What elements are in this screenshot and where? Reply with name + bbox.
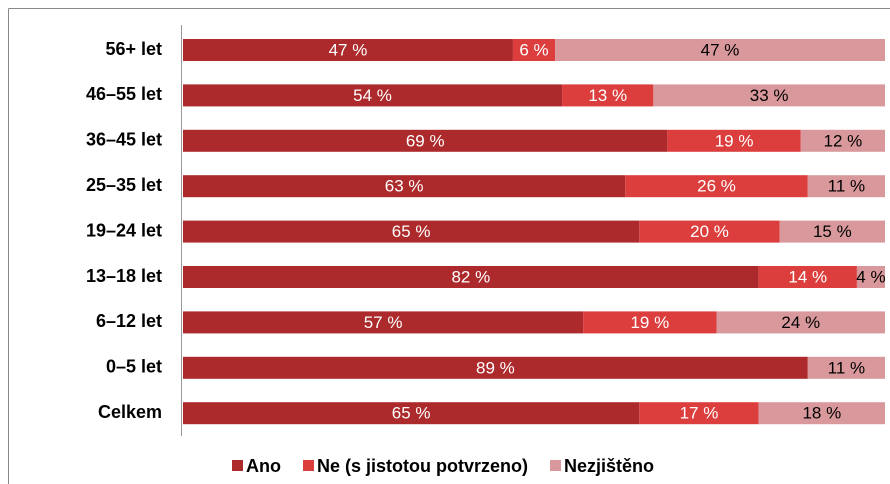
bar-segment <box>807 175 885 198</box>
legend-label: Ano <box>246 456 281 476</box>
data-label: 54 % <box>353 86 392 105</box>
data-label: 17 % <box>680 404 719 423</box>
bar-segment <box>758 402 885 425</box>
data-label: 26 % <box>697 177 736 196</box>
bar-segment <box>183 356 808 379</box>
y-tick-label: 25–35 let <box>86 175 162 195</box>
data-label: 15 % <box>813 222 852 241</box>
data-label: 47 % <box>329 40 368 59</box>
data-label: 24 % <box>781 313 820 332</box>
data-label: 19 % <box>715 131 754 150</box>
data-label: 6 % <box>519 40 548 59</box>
bar-segment <box>183 220 640 243</box>
data-label: 65 % <box>392 222 431 241</box>
data-label: 18 % <box>802 404 841 423</box>
bar-segment <box>183 311 584 334</box>
data-label: 13 % <box>588 86 627 105</box>
bar-segment <box>183 84 563 107</box>
y-tick-label: 6–12 let <box>96 311 162 331</box>
bar-segment <box>625 175 808 198</box>
bar-segment <box>639 220 780 243</box>
data-label: 47 % <box>701 40 740 59</box>
data-label: 63 % <box>385 177 424 196</box>
bar-segment <box>639 402 759 425</box>
bar-segment <box>583 311 717 334</box>
bar-segment <box>183 39 513 61</box>
legend-swatch <box>303 460 314 471</box>
bar-segment <box>183 266 759 288</box>
y-tick-label: 56+ let <box>105 39 162 59</box>
y-tick-label: 13–18 let <box>86 266 162 286</box>
bar-segment <box>512 39 556 61</box>
bar-segment <box>758 266 857 288</box>
legend-swatch <box>232 460 243 471</box>
y-tick-label: 0–5 let <box>106 357 162 377</box>
data-label: 11 % <box>828 358 866 377</box>
bar-segment <box>653 84 885 107</box>
data-label: 4 % <box>856 267 885 286</box>
bar-segment <box>807 356 885 379</box>
data-label: 65 % <box>392 404 431 423</box>
bar-segment <box>183 175 626 198</box>
bar-segment <box>667 129 801 152</box>
data-label: 89 % <box>476 358 515 377</box>
data-label: 69 % <box>406 131 445 150</box>
data-label: 11 % <box>828 177 866 196</box>
legend-swatch <box>550 460 561 471</box>
bar-segment <box>562 84 654 107</box>
y-tick-label: Celkem <box>98 402 162 422</box>
y-tick-label: 46–55 let <box>86 84 162 104</box>
data-label: 14 % <box>788 267 827 286</box>
bar-segment <box>183 402 640 425</box>
data-label: 33 % <box>750 86 789 105</box>
bar-segment <box>183 129 668 152</box>
bar-segment <box>716 311 885 334</box>
y-tick-label: 36–45 let <box>86 130 162 150</box>
data-label: 19 % <box>630 313 669 332</box>
y-tick-label: 19–24 let <box>86 220 162 240</box>
data-label: 82 % <box>451 267 490 286</box>
data-label: 57 % <box>364 313 403 332</box>
bar-segment <box>555 39 885 61</box>
bar-segment <box>779 220 885 243</box>
legend-label: Nezjištěno <box>564 456 654 476</box>
data-label: 20 % <box>690 222 729 241</box>
legend-label: Ne (s jistotou potvrzeno) <box>317 456 528 476</box>
bar-segment <box>856 266 885 288</box>
bar-segment <box>800 129 885 152</box>
data-label: 12 % <box>824 131 863 150</box>
